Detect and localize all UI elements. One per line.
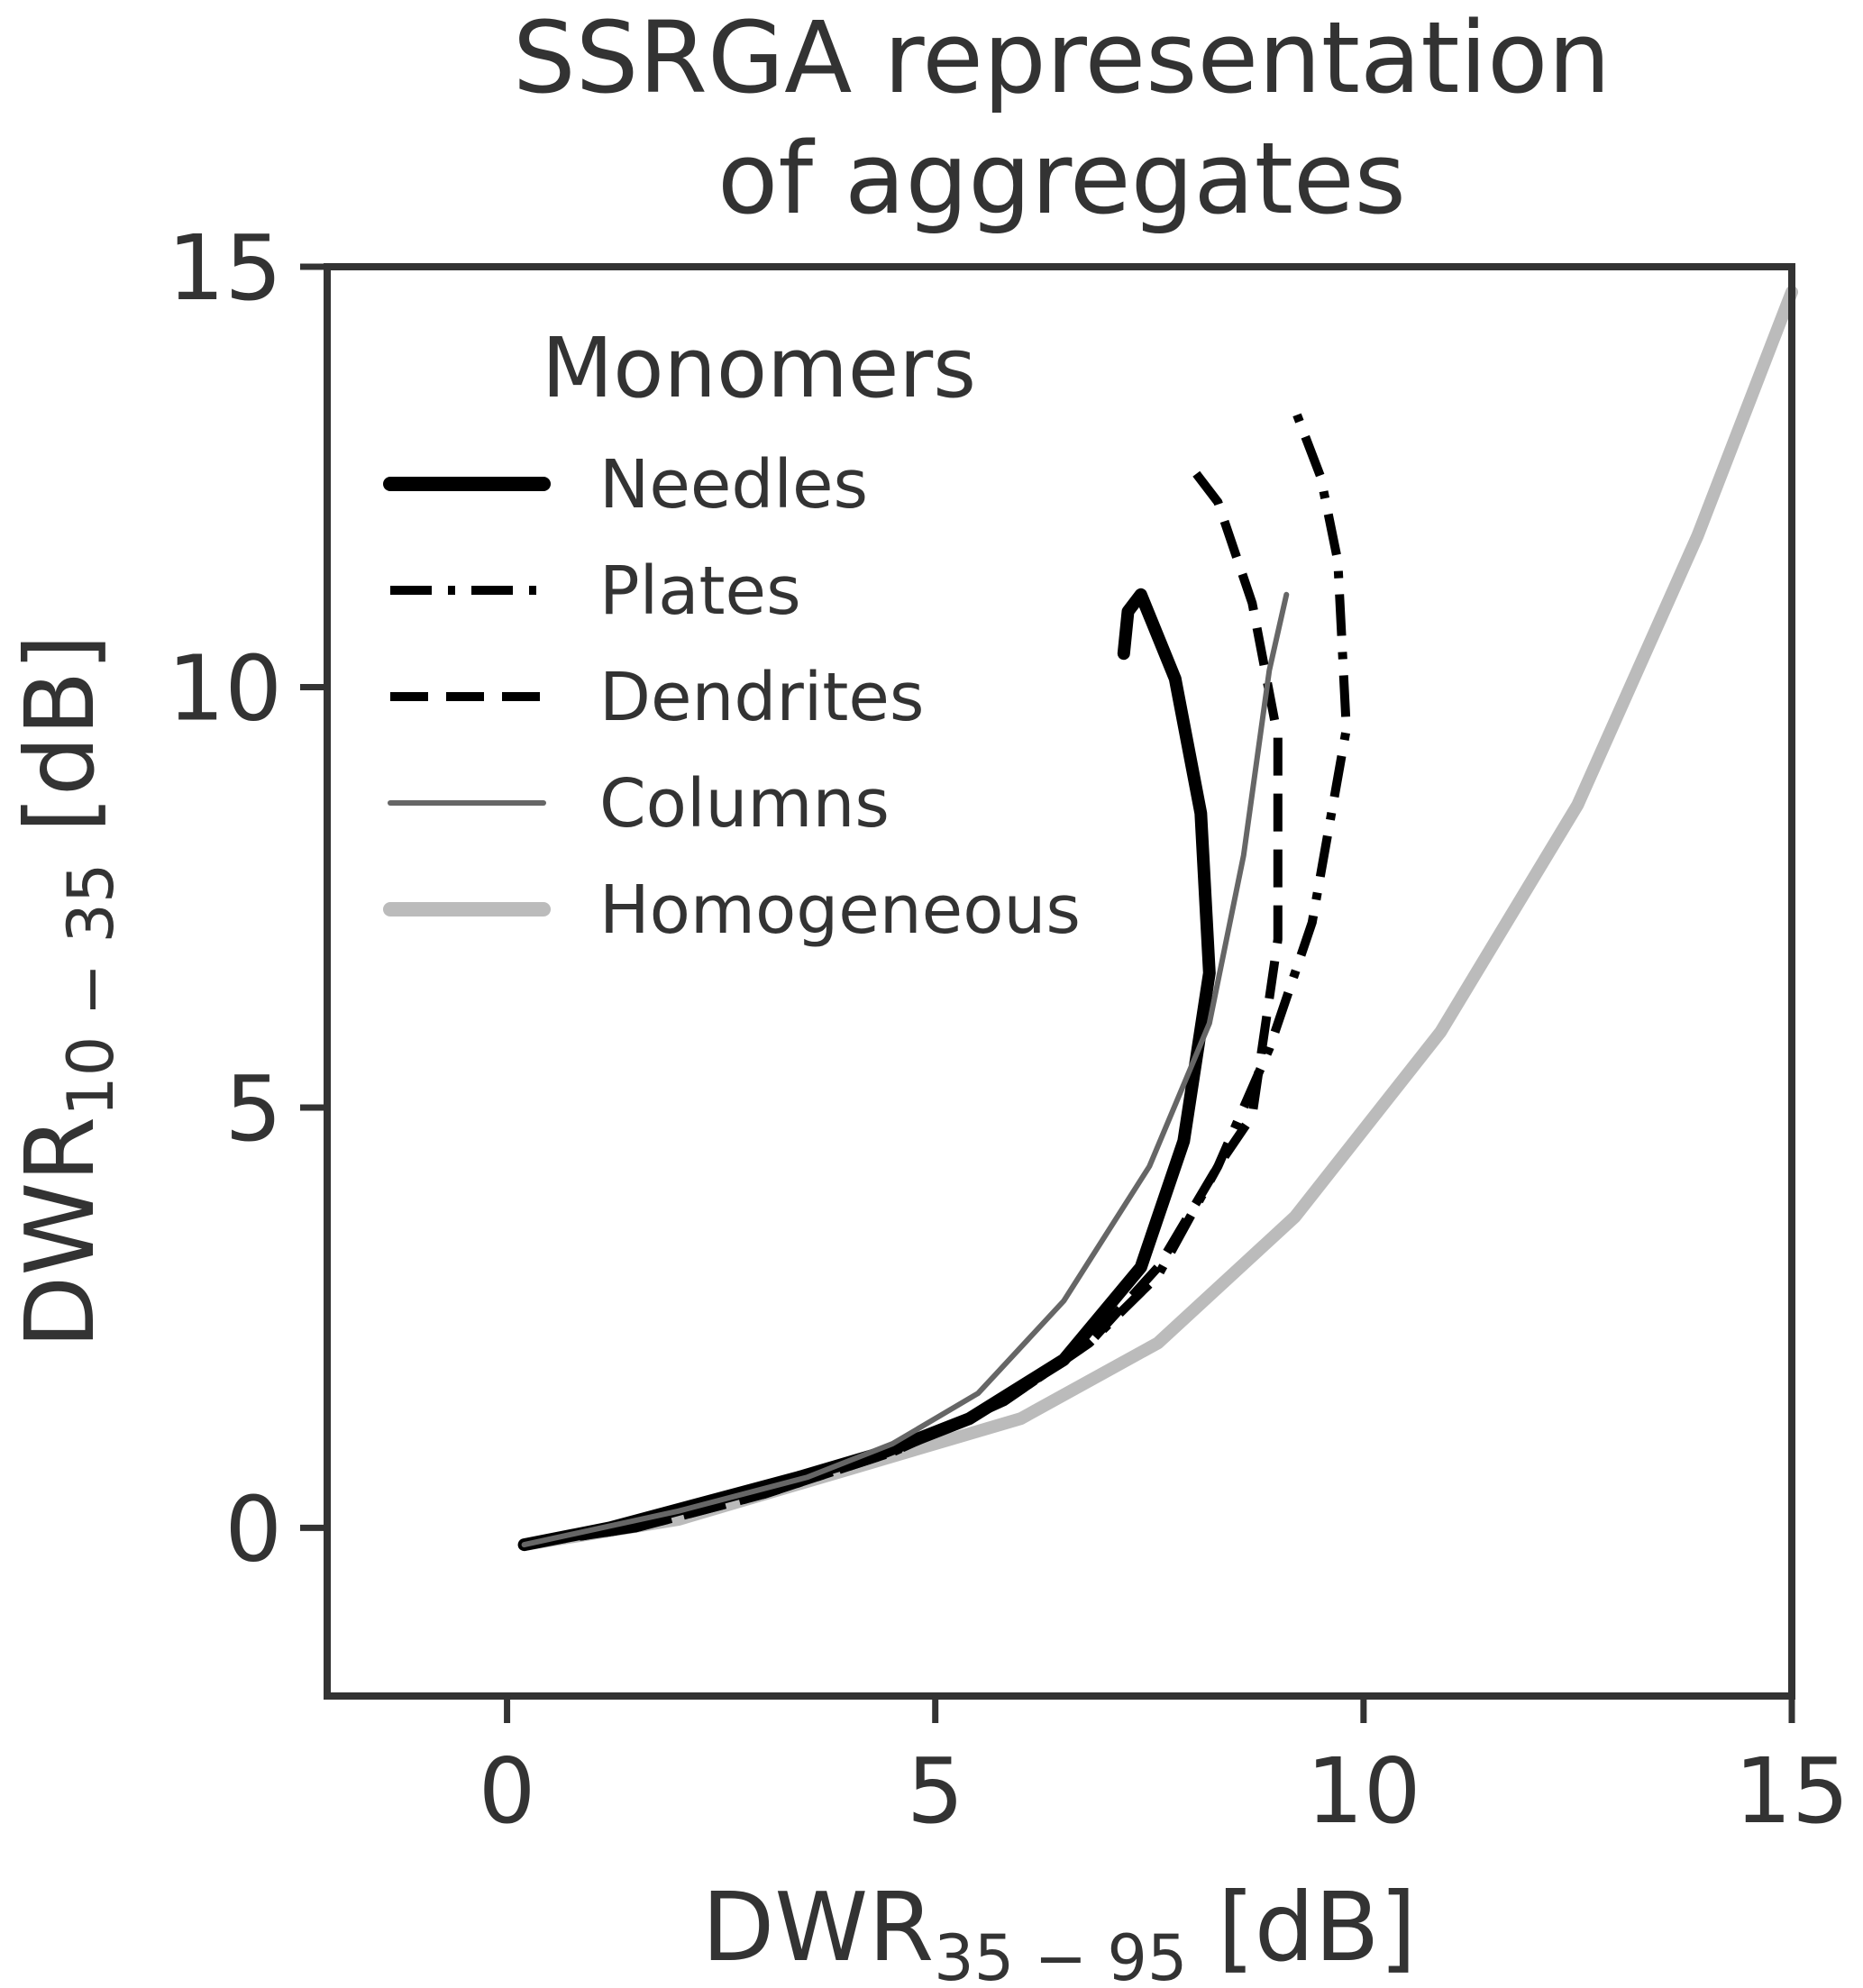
y-tick-label: 10 [168, 635, 282, 741]
legend-label-homogeneous: Homogeneous [599, 871, 1081, 949]
y-axis-ticks: 0 5 10 15 [168, 215, 327, 1582]
y-axis-label-unit: [dB] [5, 634, 115, 863]
legend-label-plates: Plates [599, 552, 801, 630]
series-line-needles [517, 588, 1216, 1552]
x-axis-label: DWR35 − 95 [dB] [702, 1873, 1417, 1988]
x-tick-label: 10 [1306, 1738, 1420, 1844]
y-axis-label: DWR10 − 35 [dB] [5, 634, 128, 1349]
x-axis-label-subscript: 35 − 95 [934, 1921, 1187, 1988]
plot-frame [324, 263, 1795, 1700]
y-axis-label-main: DWR [5, 1117, 115, 1349]
legend: Monomers Needles Plates Dendrites Columns Ho… [383, 320, 1081, 949]
legend-label-needles: Needles [599, 446, 868, 524]
chart-title-line-1: SSRGA representation [513, 0, 1611, 115]
y-axis-label-subscript: 10 − 35 [54, 863, 128, 1117]
series-line-dendrites [523, 465, 1283, 1550]
series-line-columns [521, 591, 1290, 1548]
x-tick-label: 0 [479, 1738, 536, 1844]
chart-title-line-2: of aggregates [717, 121, 1406, 236]
y-tick-label: 0 [224, 1476, 282, 1582]
y-tick-label: 5 [224, 1056, 282, 1162]
legend-label-columns: Columns [599, 765, 890, 843]
x-axis-label-main: DWR [702, 1873, 935, 1983]
legend-title: Monomers [542, 320, 976, 416]
x-tick-label: 15 [1734, 1738, 1849, 1844]
y-tick-label: 15 [168, 215, 282, 321]
x-axis-ticks: 0 5 10 15 [479, 1696, 1849, 1844]
legend-label-dendrites: Dendrites [599, 659, 924, 736]
legend-entries: Needles Plates Dendrites Columns Homogeneous [383, 446, 1081, 949]
series-layer [517, 286, 1798, 1552]
x-tick-label: 5 [907, 1738, 964, 1844]
x-axis-label-unit: [dB] [1187, 1873, 1416, 1983]
